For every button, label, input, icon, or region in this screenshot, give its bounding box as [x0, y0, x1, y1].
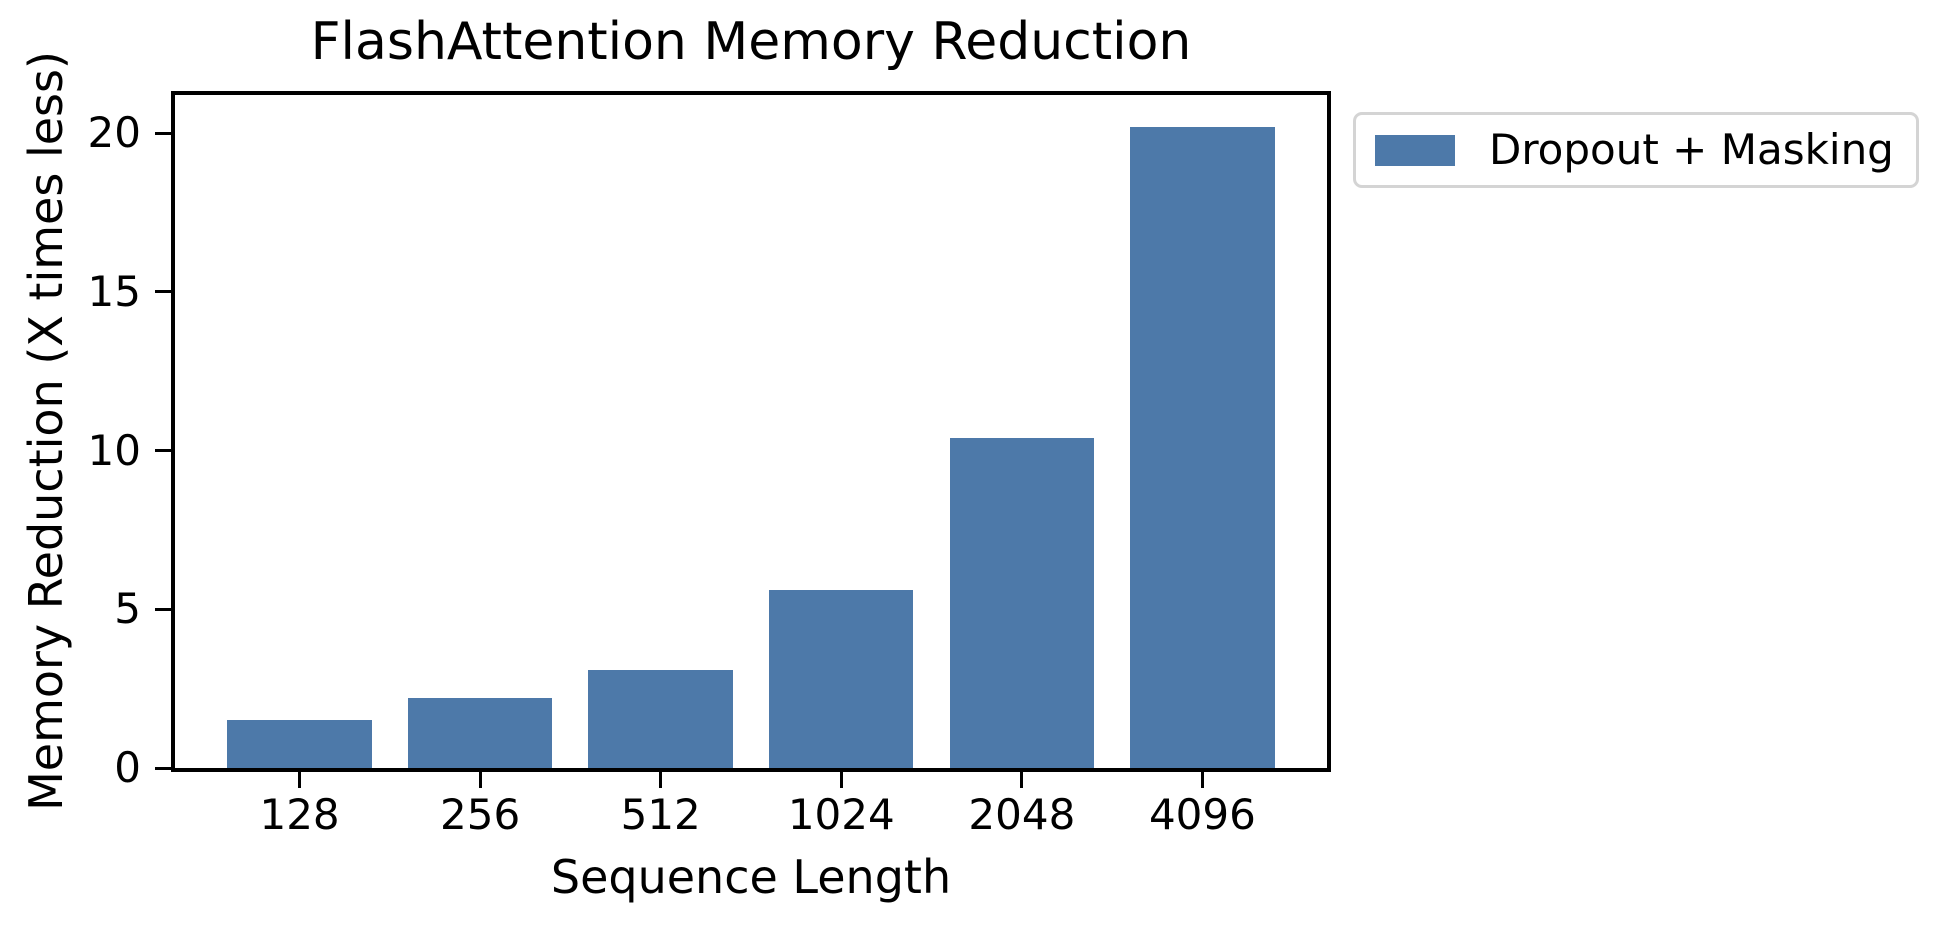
x-tick-label: 2048 [968, 790, 1076, 839]
x-tick-label: 1024 [787, 790, 895, 839]
bar-4096 [1130, 126, 1275, 768]
bar-512 [588, 669, 733, 768]
y-tick-label: 20 [87, 108, 141, 158]
x-tick-mark [1200, 772, 1204, 788]
y-tick-label: 0 [114, 743, 141, 792]
x-tick-label: 256 [440, 790, 521, 839]
legend-label: Dropout + Masking [1489, 125, 1894, 174]
y-tick-label: 15 [87, 266, 141, 316]
y-tick-label: 10 [87, 425, 141, 475]
x-tick-mark [478, 772, 482, 788]
x-tick-label: 4096 [1148, 790, 1256, 839]
x-tick-mark [839, 772, 843, 788]
x-tick-mark [659, 772, 663, 788]
y-tick-mark [155, 449, 171, 453]
y-tick-mark [155, 290, 171, 294]
x-tick-label: 512 [620, 790, 701, 839]
bar-2048 [949, 437, 1095, 768]
y-tick-mark [155, 131, 171, 135]
y-tick-mark [155, 766, 171, 770]
chart-title: FlashAttention Memory Reduction [310, 12, 1192, 72]
legend-swatch-icon [1375, 134, 1455, 166]
x-tick-label: 128 [259, 790, 340, 839]
x-tick-mark [298, 772, 302, 788]
y-axis-label: Memory Reduction (X times less) [19, 51, 73, 811]
legend: Dropout + Masking [1353, 112, 1919, 188]
x-axis-label: Sequence Length [550, 850, 952, 904]
plot-area: 0 5 10 15 20 128 256 512 1024 2048 4096 [88, 91, 1331, 836]
bar-1024 [769, 590, 914, 768]
bar-128 [227, 720, 372, 768]
y-tick-mark [155, 607, 171, 611]
bar-256 [407, 698, 553, 768]
y-tick-label: 5 [114, 584, 141, 634]
x-tick-mark [1020, 772, 1024, 788]
